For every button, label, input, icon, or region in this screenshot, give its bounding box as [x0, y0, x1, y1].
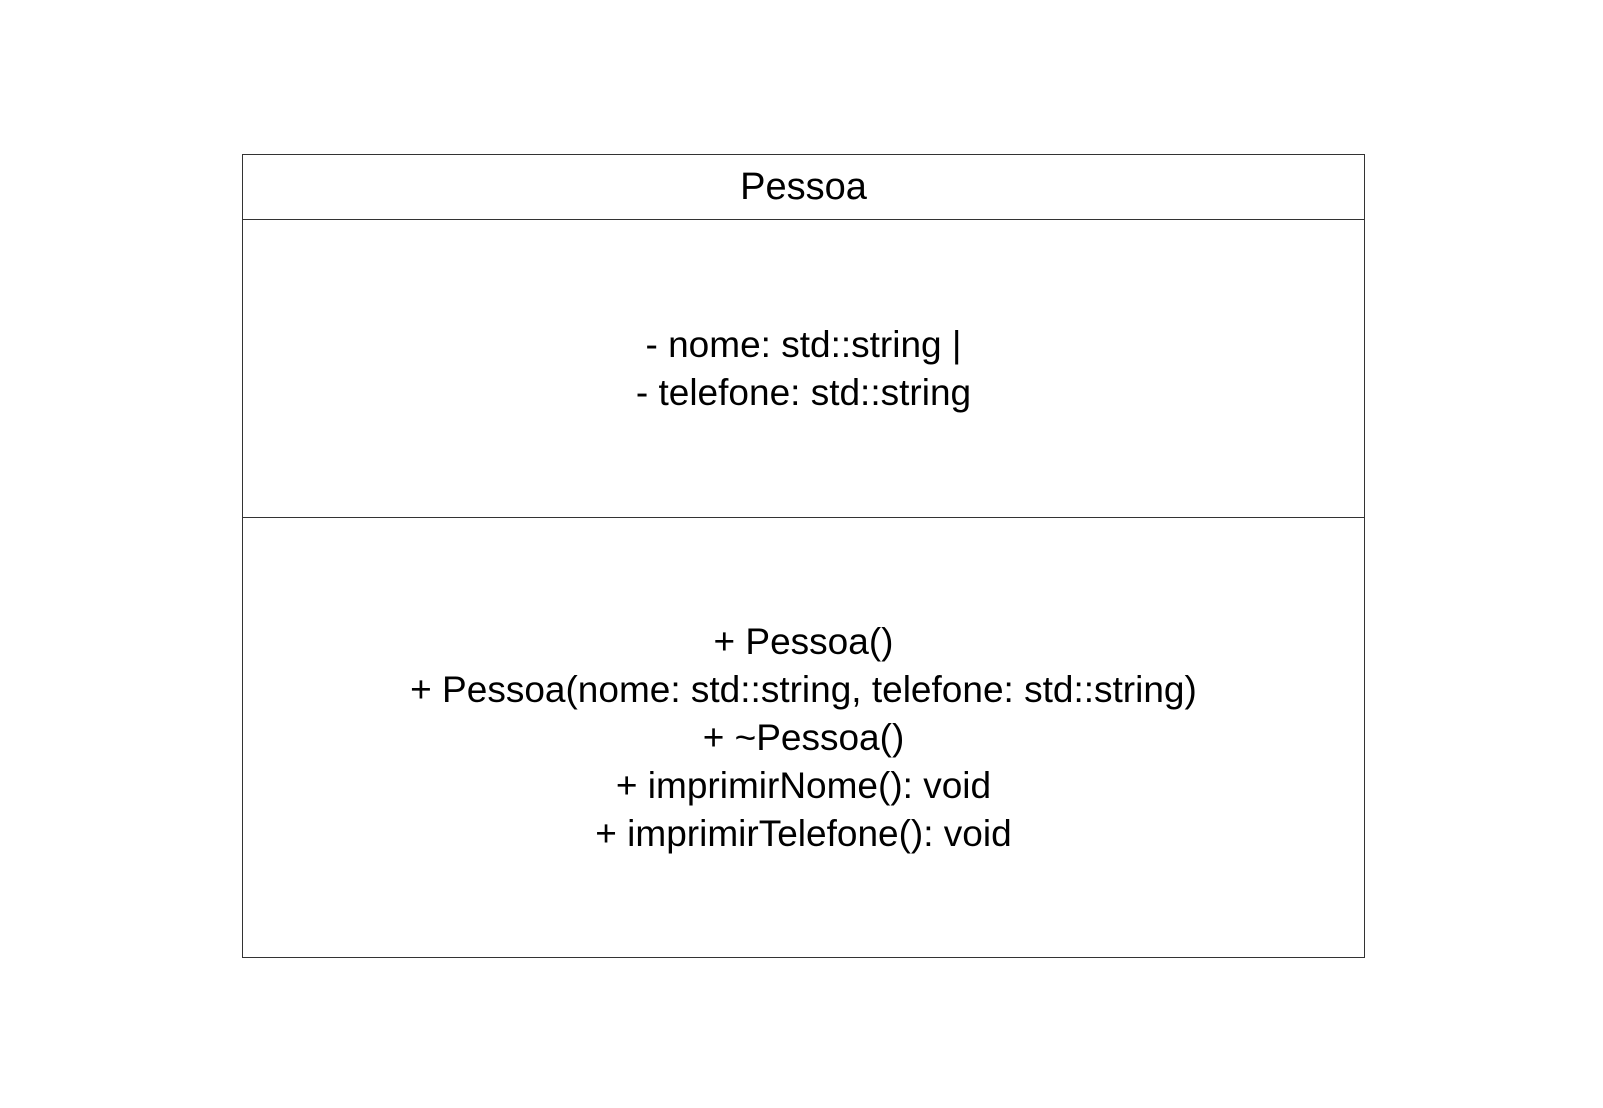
attribute-telefone: - telefone: std::string	[635, 371, 972, 413]
class-name-compartment: Pessoa	[243, 155, 1364, 220]
method-imprimir-nome: + imprimirNome(): void	[615, 764, 992, 806]
class-name: Pessoa	[740, 166, 867, 208]
method-constructor-default: + Pessoa()	[713, 620, 894, 662]
uml-class-box[interactable]: Pessoa - nome: std::string | - telefone:…	[242, 154, 1365, 958]
method-imprimir-telefone: + imprimirTelefone(): void	[595, 812, 1012, 854]
attributes-compartment: - nome: std::string | - telefone: std::s…	[243, 220, 1364, 518]
methods-compartment: + Pessoa() + Pessoa(nome: std::string, t…	[243, 518, 1364, 957]
attribute-nome: - nome: std::string |	[645, 323, 962, 365]
method-destructor: + ~Pessoa()	[702, 716, 905, 758]
method-constructor-params: + Pessoa(nome: std::string, telefone: st…	[410, 668, 1197, 710]
